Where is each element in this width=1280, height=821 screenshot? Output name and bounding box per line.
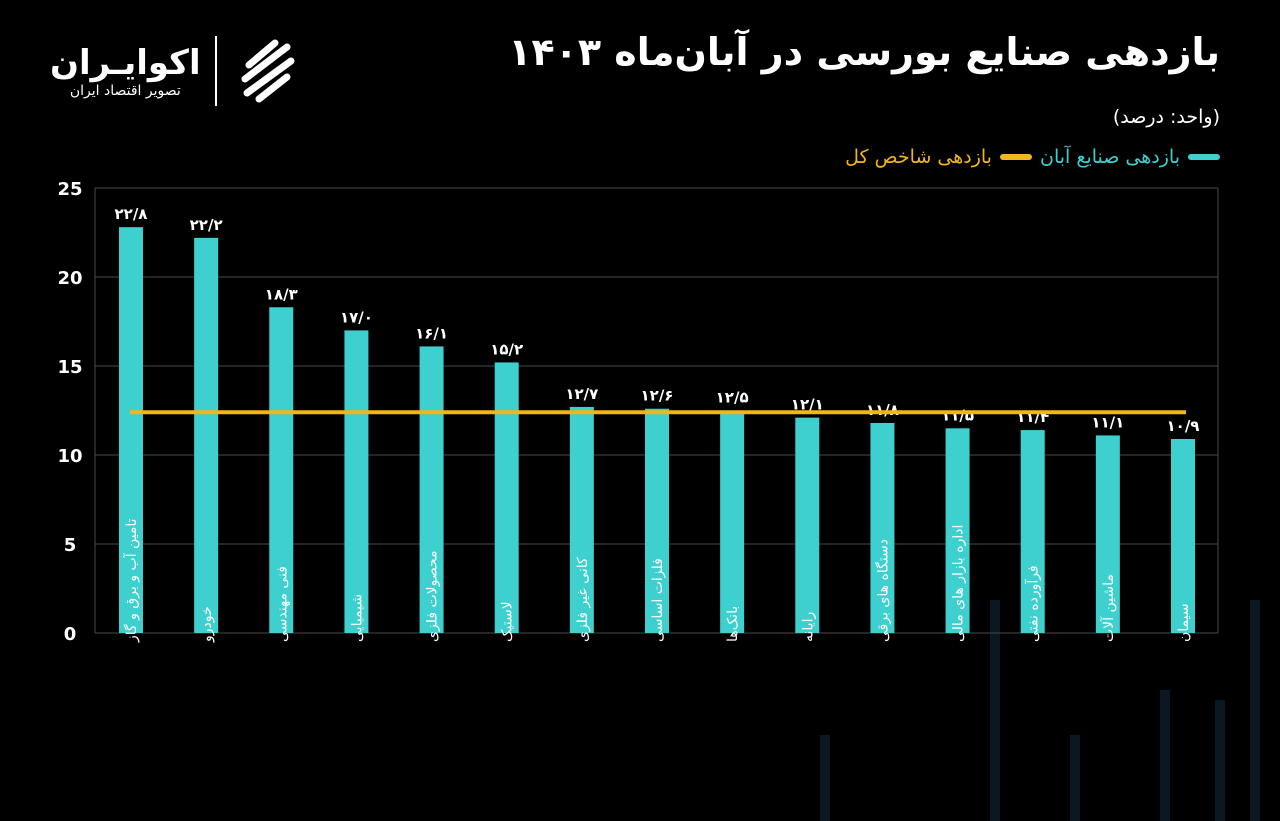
data-label: ۱۲/۶ [641,387,674,405]
x-tick-label: اداره بازار های مالی [951,525,967,642]
x-tick-label: سیمان [1176,603,1192,642]
background-decor-bar [1070,735,1080,821]
bar [870,422,895,633]
x-tick-label: لاستیک [500,601,516,642]
legend-label-line: بازدهی شاخص کل [845,146,992,168]
legend-label-bars: بازدهی صنایع آبان [1039,146,1180,168]
x-tick-label: خودرو [199,606,215,643]
data-label: ۱۱/۵ [941,406,974,424]
y-tick-label: 20 [57,268,82,289]
background-decor-bar [1250,600,1260,821]
bar [795,417,820,633]
x-tick-label: تامین آب و برق و گاز [123,518,140,643]
y-tick-label: 10 [57,446,82,467]
bar [569,406,594,633]
data-label: ۱۷/۰ [340,308,373,326]
legend-swatch-line [999,154,1032,160]
data-label: ۱۲/۱ [791,396,824,414]
background-decor-bar [1160,690,1170,821]
x-tick-label: فرآورده نفتی [1025,565,1042,642]
bar [269,307,294,633]
chart-title: بازدهی صنایع بورسی در آبان‌ماه ۱۴۰۳ [508,30,1220,74]
data-label: ۱۰/۹ [1167,417,1200,435]
x-tick-label: ماشین آلات [1100,574,1117,642]
bar [494,362,519,633]
background-decor-bar [820,735,830,821]
x-tick-label: فنی مهندسی [274,566,290,642]
data-label: ۱۸/۳ [265,285,298,303]
bar [1171,438,1195,633]
bar [344,330,369,633]
data-label: ۱۵/۲ [490,340,523,358]
data-label: ۱۲/۵ [716,389,749,407]
bar [720,410,745,633]
data-label: ۲۲/۸ [115,205,148,223]
data-label: ۲۲/۲ [190,216,223,234]
bar [645,408,669,633]
bar [119,227,143,633]
data-label: ۱۱/۸ [866,401,899,419]
logo: اکوایـران تصویر اقتصاد ایران [50,35,303,107]
bar [945,428,970,633]
y-tick-label: 15 [57,357,82,378]
x-tick-label: رایانه [800,612,816,642]
legend: بازدهی صنایع آبان بازدهی شاخص کل [845,146,1220,168]
data-label: ۱۱/۱ [1091,413,1124,431]
y-tick-label: 25 [57,179,82,200]
logo-name: اکوایـران [50,43,201,83]
logo-divider [214,36,217,106]
data-label: ۱۶/۱ [415,324,448,342]
logo-subtitle: تصویر اقتصاد ایران [69,83,181,99]
logo-mark-icon [241,39,295,103]
legend-swatch-bars [1188,154,1220,160]
x-tick-label: کانی غیر فلزی [575,557,591,642]
bar [1020,430,1045,633]
background-decor-bar [1215,700,1225,821]
y-tick-label: 5 [64,535,77,556]
x-tick-label: محصولات فلزی [425,550,441,642]
bar [1095,435,1120,633]
data-label: ۱۲/۷ [565,385,598,403]
x-tick-label: شیمیایی [349,594,365,642]
x-tick-label: بانک‌ها [725,606,741,642]
unit-label: (واحد: درصد) [1112,106,1220,128]
x-tick-label: فلزات اساسی [650,558,666,642]
background-decor-bar [990,600,1000,821]
x-tick-label: دستگاه های برقی [874,539,891,642]
bar [419,346,444,633]
y-tick-label: 0 [64,624,77,645]
bar [194,237,219,633]
